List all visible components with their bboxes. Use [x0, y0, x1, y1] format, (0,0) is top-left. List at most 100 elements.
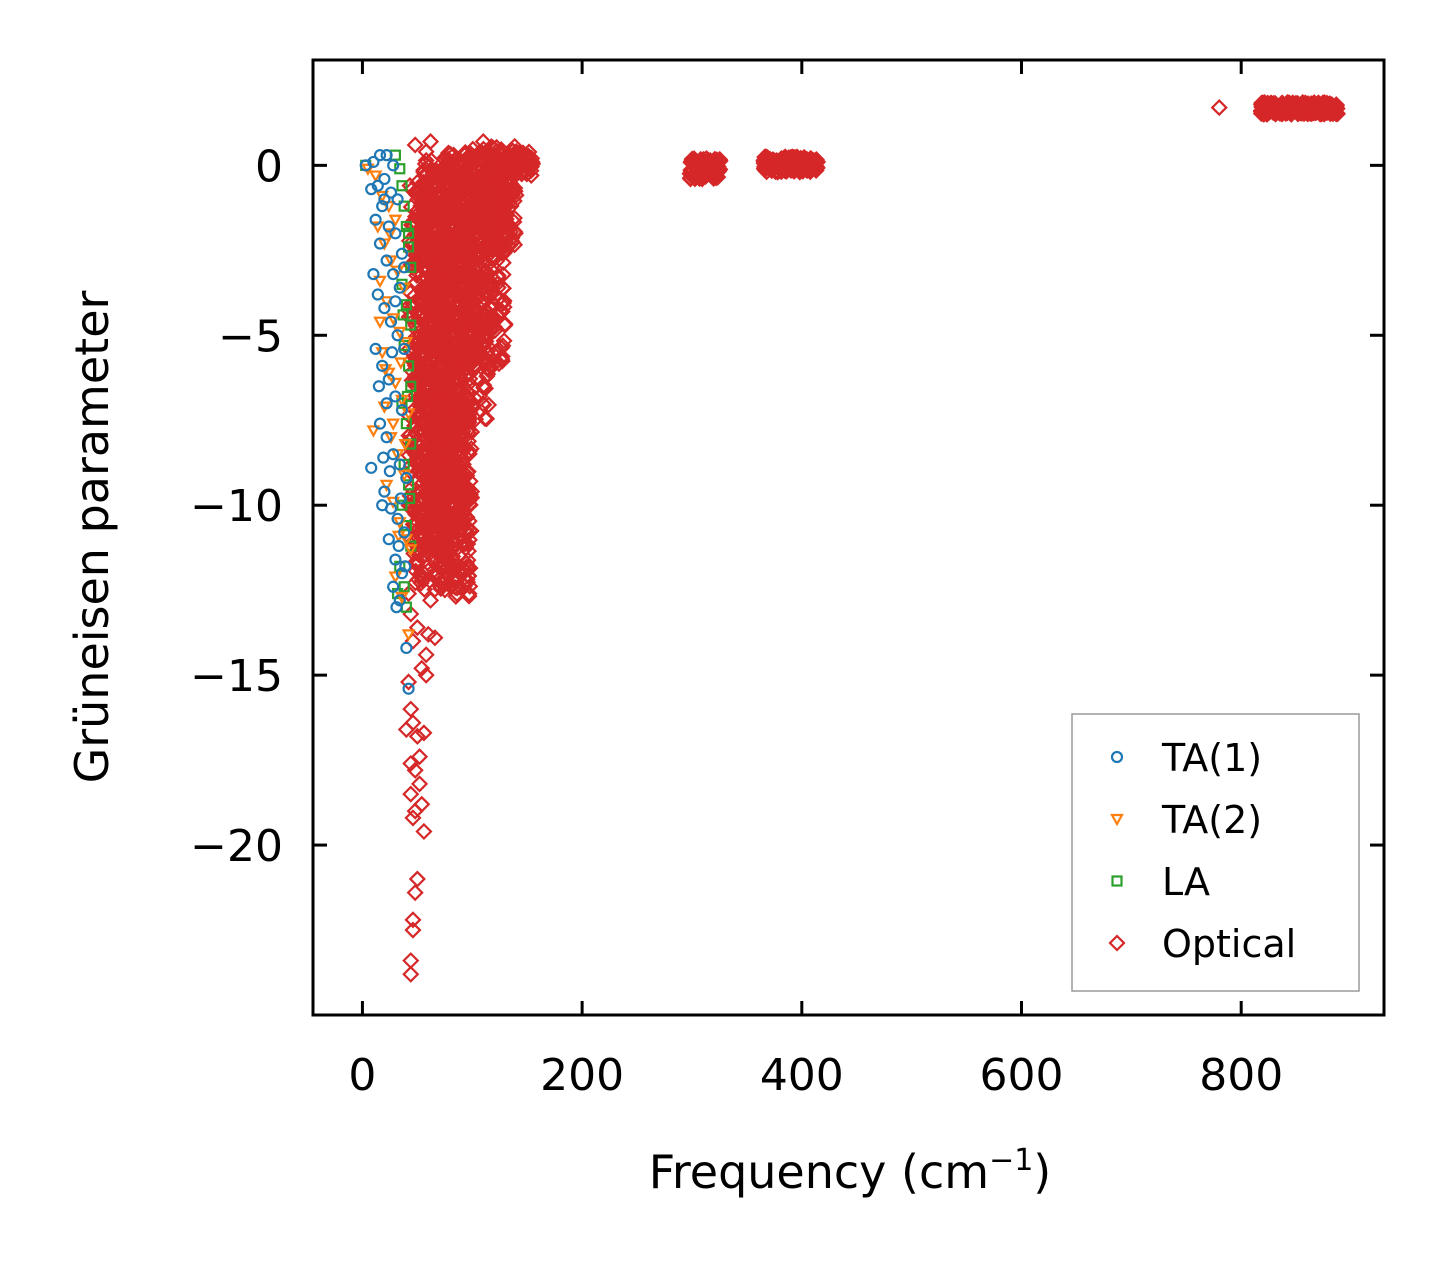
plot-frame [311, 58, 1386, 1017]
data-point [470, 269, 488, 287]
data-point [399, 336, 414, 350]
legend: TA(1) TA(2) LA Optical [1071, 713, 1360, 992]
data-point [396, 499, 408, 511]
data-point [429, 421, 447, 439]
data-point [366, 425, 381, 438]
data-point [382, 533, 395, 546]
data-point [1252, 102, 1270, 120]
data-point [788, 148, 806, 166]
data-point [413, 525, 431, 543]
data-point [416, 389, 434, 407]
data-point [395, 567, 409, 580]
data-point [418, 198, 436, 216]
data-point [436, 163, 454, 181]
data-point [472, 259, 490, 277]
data-point [447, 458, 465, 476]
data-point [477, 201, 496, 219]
data-point [1322, 103, 1340, 121]
data-point [455, 535, 473, 553]
data-point [382, 373, 395, 386]
data-point [433, 222, 451, 240]
data-point [491, 303, 509, 321]
data-point [387, 580, 400, 593]
data-point [483, 165, 501, 184]
legend-item: Optical [1108, 922, 1296, 966]
data-point [494, 254, 512, 272]
data-point [399, 534, 414, 547]
data-point [367, 268, 380, 281]
data-point [475, 217, 494, 235]
data-point [427, 563, 446, 581]
data-point [394, 357, 408, 370]
data-point [464, 269, 482, 288]
data-point [476, 317, 495, 335]
data-point [402, 227, 415, 239]
data-point [494, 294, 512, 312]
data-point [400, 673, 418, 691]
data-point [458, 334, 476, 352]
data-point [452, 242, 471, 260]
data-point [433, 442, 451, 460]
data-point [473, 317, 491, 335]
data-point [411, 361, 429, 380]
y-tick-label: −5 [218, 311, 283, 362]
data-point [437, 377, 455, 395]
data-point [474, 268, 492, 286]
data-point [459, 421, 477, 439]
x-tick-label: 400 [760, 1050, 844, 1101]
data-point [436, 189, 454, 207]
data-point [453, 167, 471, 185]
data-point [426, 535, 444, 553]
legend-label: Optical [1162, 922, 1296, 966]
data-point [453, 233, 471, 251]
data-point [449, 512, 467, 530]
y-tick-label: −10 [190, 481, 283, 532]
data-point [368, 170, 383, 183]
legend-item: TA(1) [1110, 736, 1262, 780]
data-point [373, 149, 387, 162]
data-point [406, 884, 424, 902]
legend-items: TA(1) TA(2) LA Optical [1108, 736, 1296, 966]
data-point [400, 471, 413, 485]
data-point [373, 417, 387, 430]
data-point [454, 382, 472, 401]
data-point [455, 261, 473, 279]
data-point [1287, 94, 1305, 112]
data-point [398, 458, 410, 471]
data-point [460, 585, 478, 603]
data-point [456, 428, 474, 446]
x-tick-label: 800 [1199, 1050, 1283, 1101]
x-axis-title-superscript: −1 [989, 1143, 1033, 1178]
data-point [408, 870, 426, 888]
data-point [391, 329, 404, 342]
data-point [453, 312, 471, 331]
data-point [434, 365, 452, 383]
data-point [404, 921, 422, 939]
x-tick-label: 200 [540, 1050, 624, 1101]
data-point [456, 440, 474, 458]
data-point [755, 151, 773, 169]
data-point [410, 775, 429, 793]
data-point [417, 666, 435, 684]
x-axis-title-text: Frequency (cm [649, 1145, 989, 1199]
data-point [404, 809, 422, 827]
data-point [425, 492, 444, 510]
data-point [455, 502, 473, 520]
data-point [477, 191, 495, 209]
data-point [478, 161, 496, 179]
data-point [369, 342, 382, 355]
data-point [459, 535, 477, 553]
data-point [481, 357, 499, 375]
data-point [406, 574, 424, 592]
data-point [405, 319, 417, 331]
data-point [419, 261, 437, 279]
data-point [448, 431, 466, 449]
data-point [448, 579, 466, 597]
data-point [437, 513, 455, 531]
data-point [705, 151, 723, 169]
data-point [404, 911, 422, 929]
data-point [433, 398, 451, 416]
data-point [484, 238, 502, 256]
data-point [401, 629, 416, 642]
y-tick-label: −15 [190, 651, 283, 702]
